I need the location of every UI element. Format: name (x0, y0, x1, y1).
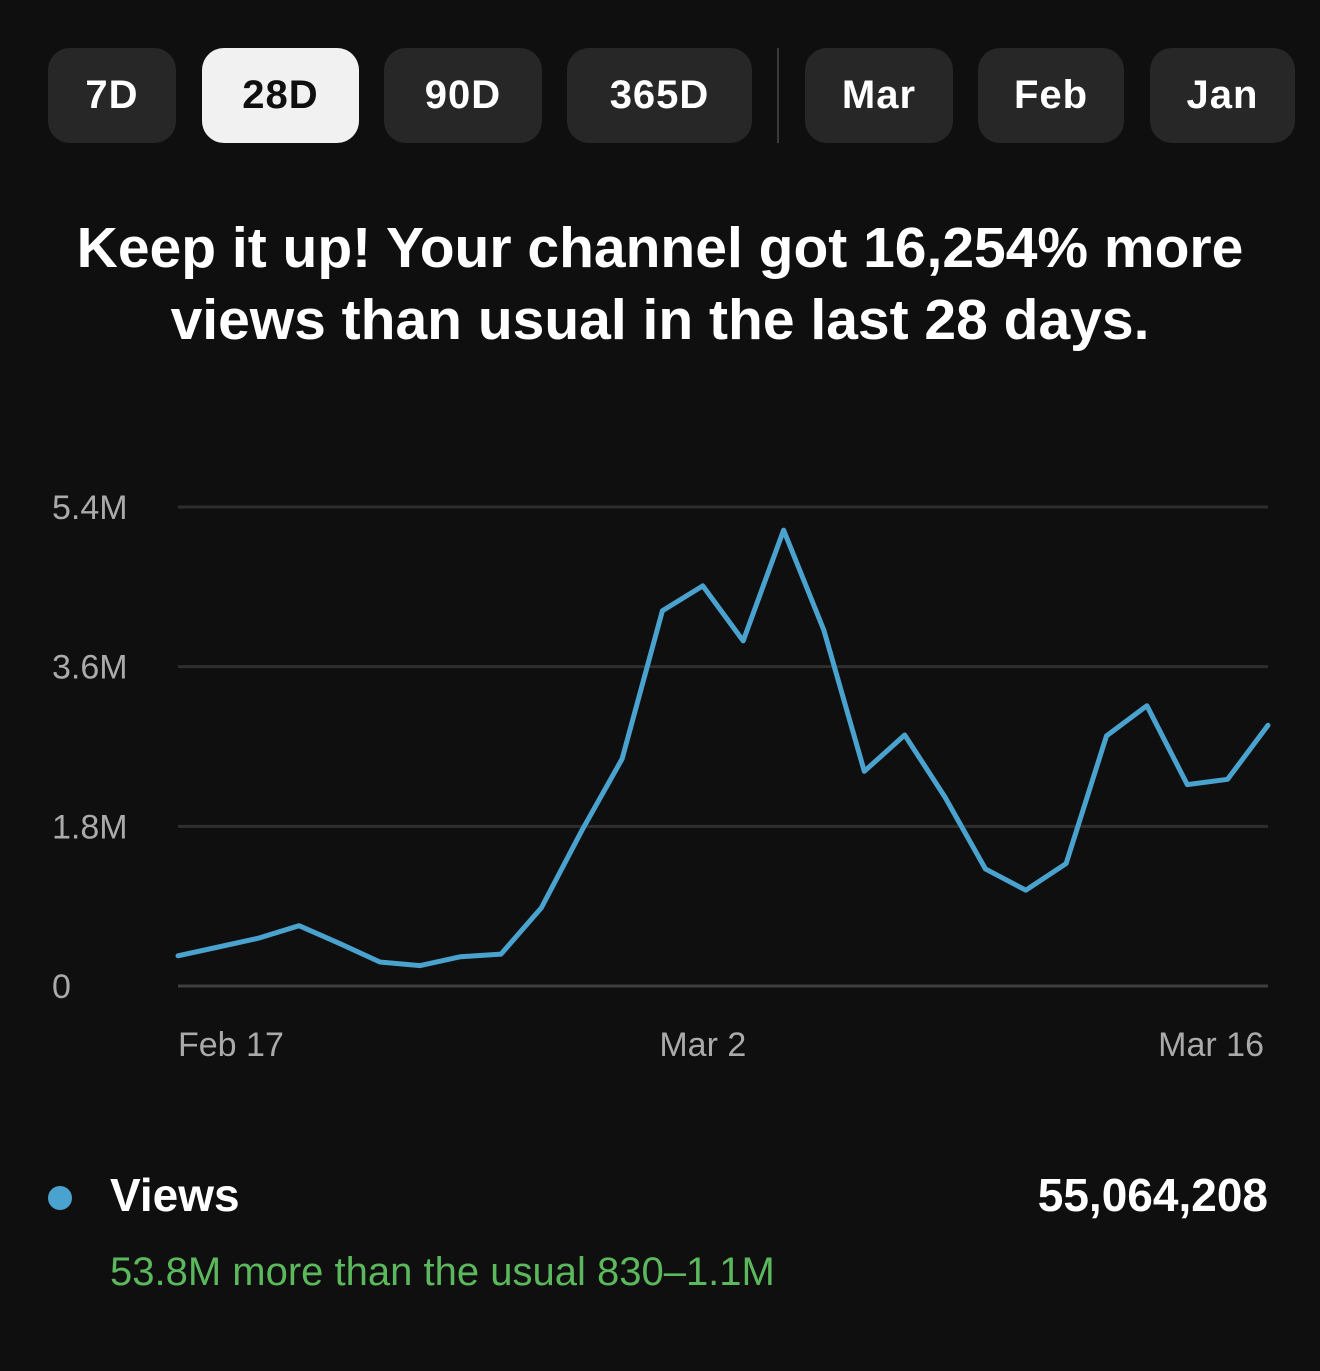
series-line-views (175, 527, 1271, 969)
chart-x-ticks: Feb 17 Mar 2 Mar 16 (178, 1026, 1264, 1064)
tab-feb[interactable]: Feb (978, 48, 1124, 143)
y-tick-label: 5.4M (52, 489, 128, 527)
tab-jan[interactable]: Jan (1150, 48, 1295, 143)
views-legend-dot (48, 1186, 72, 1210)
x-tick-label: Feb 17 (178, 1026, 284, 1064)
views-comparison-note: 53.8M more than the usual 830–1.1M (110, 1250, 775, 1294)
views-line-chart: 0 1.8M 3.6M 5.4M Feb 17 Mar 2 Mar 16 (52, 489, 1271, 1064)
y-tick-label: 0 (52, 968, 71, 1006)
date-range-tabs: 7D 28D 90D 365D Mar Feb Jan (0, 0, 1320, 160)
tab-divider (777, 48, 779, 143)
chart-y-ticks: 0 1.8M 3.6M 5.4M (52, 489, 128, 1006)
tab-7d[interactable]: 7D (48, 48, 176, 143)
views-legend-label: Views (110, 1169, 240, 1221)
x-tick-label: Mar 16 (1158, 1026, 1264, 1064)
chart-gridlines (178, 505, 1268, 988)
y-tick-label: 1.8M (52, 808, 128, 846)
views-total-value: 55,064,208 (1037, 1169, 1268, 1221)
tab-365d[interactable]: 365D (567, 48, 752, 143)
tab-mar[interactable]: Mar (805, 48, 953, 143)
y-tick-label: 3.6M (52, 649, 128, 687)
performance-headline: Keep it up! Your channel got 16,254% mor… (76, 216, 1244, 352)
tab-90d[interactable]: 90D (384, 48, 542, 143)
chart-series (175, 527, 1271, 969)
tab-28d[interactable]: 28D (202, 48, 359, 143)
x-tick-label: Mar 2 (659, 1026, 746, 1064)
